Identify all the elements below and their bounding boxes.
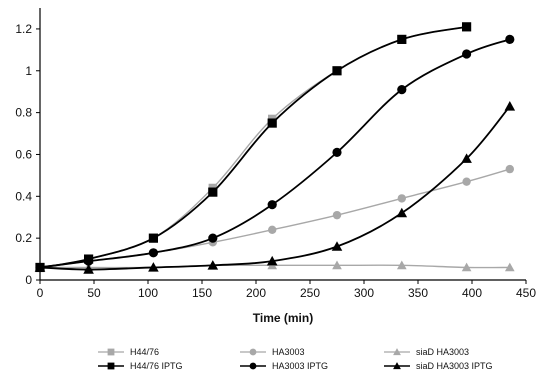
- series-3-point: [462, 22, 472, 32]
- y-tick-label: 1: [25, 64, 32, 78]
- series-3-point: [332, 66, 342, 76]
- series-4-point: [208, 233, 218, 243]
- x-tick-label: 100: [138, 286, 158, 300]
- series-3-point: [397, 34, 407, 44]
- y-ticks: 0 0.2 0.4 0.6 0.8 1 1.2: [15, 22, 40, 287]
- legend-marker: [107, 362, 115, 370]
- series-3-line: [39, 25, 467, 269]
- series-4-point: [84, 256, 94, 266]
- series-1-point: [462, 177, 471, 186]
- series-4-point: [148, 248, 158, 258]
- series-4: [35, 34, 515, 273]
- legend-marker: [393, 362, 401, 370]
- legend-label: HA3003 IPTG: [272, 361, 328, 371]
- series-layer: [34, 22, 516, 274]
- series-3-point: [148, 233, 158, 243]
- legend-label: H44/76: [130, 347, 159, 357]
- x-tick-label: 250: [300, 286, 320, 300]
- legend-item: siaD HA3003: [384, 347, 469, 357]
- legend-label: H44/76 IPTG: [130, 361, 183, 371]
- legend-label: siaD HA3003: [416, 347, 469, 357]
- series-5-point: [34, 262, 46, 272]
- series-2-point: [396, 260, 407, 270]
- legend-item: HA3003 IPTG: [240, 361, 328, 371]
- series-2-point: [461, 262, 472, 272]
- series-5-point: [396, 207, 408, 218]
- series-2-point: [504, 262, 515, 272]
- series-5: [34, 101, 516, 274]
- x-tick-label: 300: [354, 286, 374, 300]
- series-1-point: [505, 164, 514, 174]
- x-tick-label: 400: [462, 286, 482, 300]
- x-tick-label: 450: [516, 286, 536, 300]
- series-5-point: [83, 264, 94, 274]
- legend-marker: [249, 362, 257, 370]
- series-3-point: [208, 187, 218, 197]
- series-5-point: [504, 101, 516, 111]
- legend-label: siaD HA3003 IPTG: [416, 361, 493, 371]
- series-4-point: [397, 85, 407, 95]
- series-5-point: [148, 262, 159, 272]
- y-tick-label: 0.2: [15, 231, 32, 245]
- series-5-point: [266, 255, 278, 266]
- series-4-point: [267, 200, 277, 210]
- series-1-point: [397, 194, 406, 203]
- series-5-line: [39, 105, 511, 271]
- series-4-point: [332, 147, 342, 157]
- series-4-line: [39, 38, 511, 269]
- x-tick-label: 150: [192, 286, 212, 300]
- series-1-point: [332, 210, 342, 220]
- series-2-point: [332, 260, 342, 270]
- legend-label: HA3003: [272, 347, 305, 357]
- y-tick-label: 0: [25, 273, 32, 287]
- series-1-point: [268, 225, 277, 234]
- legend-marker: [107, 348, 115, 356]
- legend-marker: [393, 348, 401, 356]
- series-0-line: [39, 26, 467, 269]
- legend: H44/76 HA3003 siaD HA3003 H44/76 IPTG HA3003…: [98, 347, 493, 371]
- legend-marker: [249, 348, 257, 356]
- x-tick-label: 200: [246, 286, 266, 300]
- x-ticks: 0 50 100 150 200 250 300 350 400 450: [37, 280, 536, 300]
- y-tick-label: 0.6: [15, 147, 32, 161]
- y-tick-label: 0.4: [15, 189, 32, 203]
- series-5-point: [207, 260, 219, 270]
- legend-item: H44/76: [98, 347, 159, 357]
- x-tick-label: 0: [37, 286, 44, 300]
- series-5-point: [331, 241, 343, 251]
- series-5-point: [461, 153, 472, 163]
- legend-item: HA3003: [240, 347, 305, 357]
- legend-item: H44/76 IPTG: [98, 361, 183, 371]
- x-tick-label: 50: [87, 286, 101, 300]
- y-tick-label: 1.2: [15, 22, 32, 36]
- y-tick-label: 0.8: [15, 106, 32, 120]
- series-3-point: [267, 118, 277, 128]
- series-3: [35, 22, 472, 273]
- series-4-point: [462, 49, 472, 59]
- x-axis-title: Time (min): [253, 311, 313, 325]
- legend-item: siaD HA3003 IPTG: [384, 361, 493, 371]
- series-4-point: [505, 34, 515, 44]
- axes: [39, 8, 526, 281]
- x-tick-label: 350: [408, 286, 428, 300]
